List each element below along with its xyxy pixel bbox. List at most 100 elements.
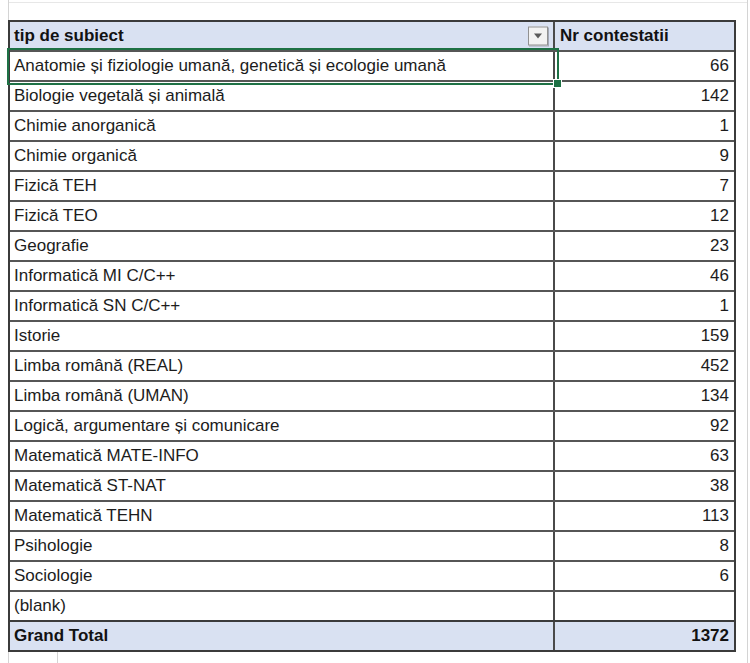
table-row: Anatomie și fiziologie umană, genetică ș… xyxy=(10,50,734,80)
count-value: 7 xyxy=(720,176,729,196)
table-row: Informatică SN C/C++ 1 xyxy=(10,290,734,320)
count-cell[interactable]: 1 xyxy=(555,112,734,140)
table-row: Informatică MI C/C++ 46 xyxy=(10,260,734,290)
table-row: Geografie 23 xyxy=(10,230,734,260)
count-cell[interactable]: 452 xyxy=(555,352,734,380)
table-row: Matematică TEHN 113 xyxy=(10,500,734,530)
subject-cell[interactable]: Informatică SN C/C++ xyxy=(10,292,555,320)
subject-label: Fizică TEO xyxy=(14,206,98,226)
count-cell[interactable]: 66 xyxy=(555,52,734,80)
count-cell[interactable]: 9 xyxy=(555,142,734,170)
count-cell[interactable]: 23 xyxy=(555,232,734,260)
subject-cell[interactable]: Limba română (UMAN) xyxy=(10,382,555,410)
subject-cell[interactable]: Matematică MATE-INFO xyxy=(10,442,555,470)
table-row: Limba română (REAL) 452 xyxy=(10,350,734,380)
subject-cell[interactable]: Logică, argumentare și comunicare xyxy=(10,412,555,440)
count-cell[interactable]: 12 xyxy=(555,202,734,230)
subject-label: Psihologie xyxy=(14,536,92,556)
subject-cell[interactable]: (blank) xyxy=(10,592,555,620)
grand-total-value-cell[interactable]: 1372 xyxy=(555,622,734,650)
table-row: Fizică TEH 7 xyxy=(10,170,734,200)
count-value: 1 xyxy=(720,116,729,136)
count-value: 66 xyxy=(710,56,729,76)
count-cell[interactable]: 142 xyxy=(555,82,734,110)
table-row: Limba română (UMAN) 134 xyxy=(10,380,734,410)
table-row: (blank) xyxy=(10,590,734,620)
subject-cell[interactable]: Informatică MI C/C++ xyxy=(10,262,555,290)
table-row: Matematică ST-NAT 38 xyxy=(10,470,734,500)
count-value: 452 xyxy=(701,356,729,376)
sheet-gridline-left-top xyxy=(8,0,9,20)
table-row: Logică, argumentare și comunicare 92 xyxy=(10,410,734,440)
subject-cell[interactable]: Chimie organică xyxy=(10,142,555,170)
count-value: 23 xyxy=(710,236,729,256)
subject-cell[interactable]: Anatomie și fiziologie umană, genetică ș… xyxy=(10,52,555,80)
subject-label: Anatomie și fiziologie umană, genetică ș… xyxy=(14,56,446,76)
count-value: 159 xyxy=(701,326,729,346)
subject-label: Matematică ST-NAT xyxy=(14,476,166,496)
sheet-gridline-top xyxy=(8,2,747,3)
subject-label: Logică, argumentare și comunicare xyxy=(14,416,280,436)
count-cell[interactable]: 113 xyxy=(555,502,734,530)
count-cell[interactable]: 92 xyxy=(555,412,734,440)
column-header-subject[interactable]: tip de subiect xyxy=(10,22,555,50)
sheet-gridline-left-bottom xyxy=(8,652,9,663)
subject-cell[interactable]: Matematică ST-NAT xyxy=(10,472,555,500)
table-row: Istorie 159 xyxy=(10,320,734,350)
subject-label: Limba română (UMAN) xyxy=(14,386,189,406)
count-value: 8 xyxy=(720,536,729,556)
subject-cell[interactable]: Limba română (REAL) xyxy=(10,352,555,380)
count-value: 9 xyxy=(720,146,729,166)
pivot-rows: Anatomie și fiziologie umană, genetică ș… xyxy=(10,50,734,620)
subject-cell[interactable]: Geografie xyxy=(10,232,555,260)
subject-cell[interactable]: Chimie anorganică xyxy=(10,112,555,140)
count-value: 38 xyxy=(710,476,729,496)
subject-cell[interactable]: Matematică TEHN xyxy=(10,502,555,530)
chevron-down-icon xyxy=(534,34,542,39)
count-value: 134 xyxy=(701,386,729,406)
table-row: Chimie organică 9 xyxy=(10,140,734,170)
sheet-gridline-colA-bottom xyxy=(57,652,58,663)
subject-label: Sociologie xyxy=(14,566,92,586)
grand-total-label: Grand Total xyxy=(14,626,108,646)
subject-cell[interactable]: Istorie xyxy=(10,322,555,350)
subject-cell[interactable]: Sociologie xyxy=(10,562,555,590)
table-row: Matematică MATE-INFO 63 xyxy=(10,440,734,470)
subject-label: Informatică MI C/C++ xyxy=(14,266,176,286)
count-cell[interactable]: 8 xyxy=(555,532,734,560)
table-row: Biologie vegetală și animală 142 xyxy=(10,80,734,110)
spreadsheet-canvas: tip de subiect Nr contestatii Anatomie ș… xyxy=(0,0,750,663)
fill-handle[interactable] xyxy=(553,79,562,88)
pivot-table: tip de subiect Nr contestatii Anatomie ș… xyxy=(8,20,736,652)
count-cell[interactable]: 134 xyxy=(555,382,734,410)
subject-label: Chimie anorganică xyxy=(14,116,156,136)
column-header-count[interactable]: Nr contestatii xyxy=(555,22,734,50)
grand-total-row: Grand Total 1372 xyxy=(10,620,734,650)
subject-cell[interactable]: Fizică TEO xyxy=(10,202,555,230)
table-row: Sociologie 6 xyxy=(10,560,734,590)
subject-cell[interactable]: Psihologie xyxy=(10,532,555,560)
subject-label: Matematică TEHN xyxy=(14,506,153,526)
grand-total-value: 1372 xyxy=(691,626,729,646)
count-cell[interactable]: 6 xyxy=(555,562,734,590)
header-row: tip de subiect Nr contestatii xyxy=(10,22,734,50)
count-value: 142 xyxy=(701,86,729,106)
count-cell[interactable]: 46 xyxy=(555,262,734,290)
table-row: Psihologie 8 xyxy=(10,530,734,560)
count-cell[interactable]: 1 xyxy=(555,292,734,320)
filter-dropdown-button[interactable] xyxy=(528,27,548,46)
count-value: 92 xyxy=(710,416,729,436)
count-cell[interactable]: 63 xyxy=(555,442,734,470)
count-cell[interactable]: 7 xyxy=(555,172,734,200)
count-value: 46 xyxy=(710,266,729,286)
count-cell[interactable]: 38 xyxy=(555,472,734,500)
grand-total-label-cell[interactable]: Grand Total xyxy=(10,622,555,650)
count-cell[interactable]: 159 xyxy=(555,322,734,350)
count-value: 1 xyxy=(720,296,729,316)
count-cell[interactable] xyxy=(555,592,734,620)
subject-cell[interactable]: Biologie vegetală și animală xyxy=(10,82,555,110)
sheet-gridline-right xyxy=(747,0,748,663)
subject-label: Chimie organică xyxy=(14,146,137,166)
count-value: 12 xyxy=(710,206,729,226)
subject-cell[interactable]: Fizică TEH xyxy=(10,172,555,200)
